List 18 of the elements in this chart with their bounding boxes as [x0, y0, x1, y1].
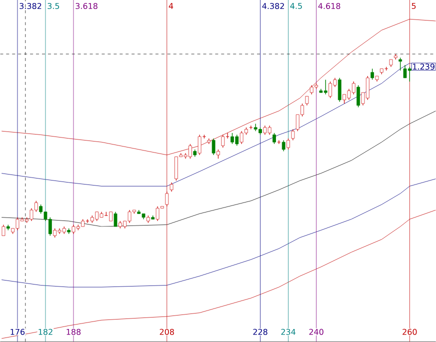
candlestick: [198, 134, 202, 156]
candlestick: [370, 68, 374, 80]
candlestick: [398, 57, 402, 71]
candlestick: [305, 96, 309, 106]
candlestick: [2, 224, 6, 236]
candlestick: [114, 212, 118, 227]
candlestick: [221, 134, 225, 148]
candlestick: [165, 191, 169, 207]
candlestick: [212, 138, 216, 156]
candlestick: [282, 140, 286, 152]
candlestick: [249, 125, 253, 130]
candlestick: [286, 138, 290, 150]
candlestick: [291, 128, 295, 141]
candlestick: [170, 182, 174, 192]
candlestick: [272, 132, 276, 144]
candlestick: [338, 78, 342, 102]
candlestick: [216, 149, 220, 160]
candlestick: [356, 84, 360, 108]
